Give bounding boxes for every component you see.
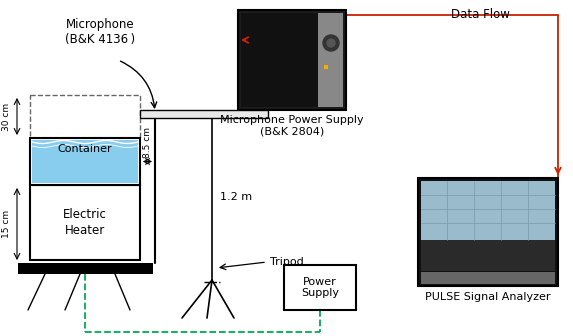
Text: 1.2 m: 1.2 m xyxy=(220,192,252,202)
Bar xyxy=(238,10,346,110)
Bar xyxy=(418,178,558,286)
Text: PULSE Signal Analyzer: PULSE Signal Analyzer xyxy=(425,292,551,302)
Text: Electric
Heater: Electric Heater xyxy=(63,209,107,237)
Text: 15 cm: 15 cm xyxy=(2,210,11,238)
Text: 8.5 cm: 8.5 cm xyxy=(143,127,152,159)
Bar xyxy=(324,65,328,69)
Bar xyxy=(421,272,555,284)
Circle shape xyxy=(327,39,335,47)
Circle shape xyxy=(323,35,339,51)
Bar xyxy=(30,138,140,185)
Bar xyxy=(421,181,555,240)
Bar xyxy=(318,13,343,107)
Text: Microphone Power Supply
(B&K 2804): Microphone Power Supply (B&K 2804) xyxy=(220,115,364,137)
Bar xyxy=(284,265,356,310)
Text: Data Flow: Data Flow xyxy=(450,8,509,21)
Text: Microphone
(B&K 4136 ): Microphone (B&K 4136 ) xyxy=(65,18,135,46)
Bar xyxy=(421,240,555,271)
Bar xyxy=(30,95,140,138)
Text: Tripod: Tripod xyxy=(270,257,304,267)
Bar xyxy=(18,263,153,274)
Bar xyxy=(30,185,140,260)
Bar xyxy=(32,140,138,183)
Text: Power
Supply: Power Supply xyxy=(301,277,339,298)
Text: 30 cm: 30 cm xyxy=(2,102,11,131)
Text: Container: Container xyxy=(58,144,112,154)
Bar xyxy=(140,110,268,118)
Bar xyxy=(241,13,343,107)
